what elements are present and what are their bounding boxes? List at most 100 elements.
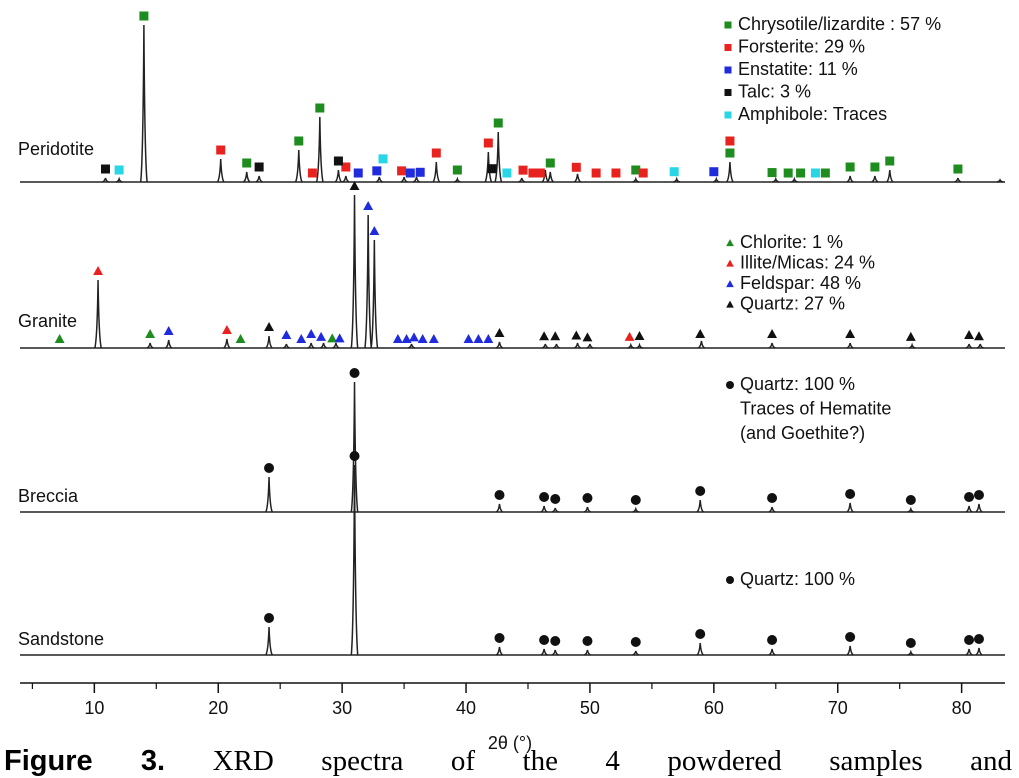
spectrum-peak (315, 116, 324, 183)
legend-label: Chlorite: 1 % (740, 232, 843, 252)
sample-label: Peridotite (18, 139, 94, 159)
spectrum-peak (243, 171, 251, 183)
spectrum-peak (583, 649, 591, 656)
legend-swatch (724, 111, 732, 119)
phase-marker (145, 329, 156, 339)
spectrum-peak (541, 169, 550, 183)
spectrum-peak (350, 464, 359, 656)
phase-marker (669, 167, 679, 177)
phase-marker (845, 162, 855, 172)
spectrum-peak (790, 176, 798, 183)
spectrum-peak (540, 505, 548, 513)
phase-marker (905, 331, 916, 341)
spectrum-peak (432, 161, 441, 183)
phase-marker (264, 463, 275, 473)
phase-marker (281, 330, 292, 340)
legend-swatch (726, 280, 734, 288)
phase-marker (341, 162, 351, 172)
phase-marker (845, 632, 856, 642)
spectrum-peak (282, 343, 290, 349)
phase-marker (796, 168, 806, 178)
phase-marker (528, 168, 538, 178)
spectrum-peak (364, 214, 373, 349)
phase-marker (767, 635, 778, 645)
phase-marker (315, 103, 325, 113)
phase-marker (428, 334, 439, 344)
phase-marker (483, 138, 493, 148)
phase-marker (54, 334, 65, 344)
phase-marker (264, 322, 274, 332)
spectrum-peak (484, 151, 493, 183)
spectrum-peak (332, 342, 340, 349)
spectrum-peak (871, 175, 879, 183)
legend-swatch (724, 66, 732, 74)
legend-note: Traces of Hematite (740, 398, 891, 418)
phase-marker (767, 493, 778, 503)
phase-marker (820, 168, 830, 178)
spectrum-peak (518, 177, 526, 183)
spectrum-peak (965, 505, 973, 513)
phase-marker (378, 154, 388, 164)
phase-marker (100, 164, 110, 174)
spectrum-peak (954, 177, 962, 183)
phase-marker (953, 164, 963, 174)
phase-marker (550, 494, 561, 504)
spectrum-peak (370, 239, 379, 349)
phase-marker (483, 334, 494, 344)
phase-marker (973, 490, 984, 500)
spectrum-peak (494, 131, 503, 183)
phase-marker (307, 168, 317, 178)
phase-marker (783, 168, 793, 178)
caption-text: XRD spectra of the 4 powdered samples an… (212, 745, 1012, 777)
phase-marker (392, 334, 403, 344)
phase-marker (611, 168, 621, 178)
phase-marker (334, 333, 345, 343)
phase-marker (518, 165, 528, 175)
spectrum-peak (495, 646, 504, 656)
phase-marker (463, 334, 474, 344)
phase-marker (369, 226, 380, 236)
phase-marker (296, 334, 307, 344)
phase-marker (417, 334, 428, 344)
spectrum-peak (965, 648, 973, 656)
spectrum-peak (846, 175, 854, 183)
legend-label: Quartz: 100 % (740, 569, 855, 589)
phase-marker (885, 156, 895, 166)
phase-marker (695, 629, 706, 639)
phase-marker (695, 486, 706, 496)
phase-marker (638, 168, 648, 178)
legend-label: Forsterite: 29 % (738, 36, 865, 56)
phase-marker (327, 333, 338, 343)
phase-marker (401, 334, 412, 344)
spectrum-peak (408, 343, 415, 349)
spectrum-peak (696, 642, 704, 656)
phase-marker (349, 451, 360, 461)
phase-marker (767, 168, 777, 178)
spectrum-peak (551, 507, 559, 513)
spectrum-peak (453, 176, 461, 183)
phase-marker (905, 638, 916, 648)
spectrum-peak (165, 339, 173, 349)
phase-marker (973, 634, 984, 644)
phase-marker (431, 148, 441, 158)
phase-marker (242, 158, 252, 168)
phase-marker (630, 495, 641, 505)
phase-marker (405, 168, 415, 178)
phase-marker (493, 118, 503, 128)
legend-label: Amphibole: Traces (738, 104, 887, 124)
spectrum-peak (546, 171, 554, 183)
legend-label: Talc: 3 % (738, 81, 811, 101)
phase-marker (163, 326, 174, 336)
spectrum-peak (307, 342, 315, 349)
phase-marker (306, 329, 317, 339)
spectrum-peak (846, 645, 854, 656)
x-tick-label: 70 (828, 698, 848, 718)
spectrum-peak (697, 340, 706, 349)
phase-marker (964, 492, 975, 502)
legend-swatch (724, 44, 732, 51)
spectrum-peak (216, 158, 225, 183)
spectrum-peak (574, 342, 582, 349)
spectrum-peak (772, 176, 780, 183)
spectrum-peak (627, 342, 635, 349)
spectrum-peak (375, 176, 383, 183)
